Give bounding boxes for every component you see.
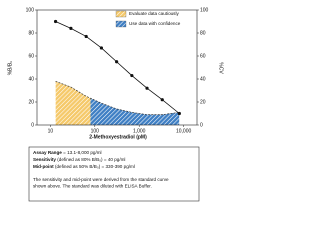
notes-box bbox=[28, 146, 200, 202]
note-label: Mid-point bbox=[33, 164, 54, 169]
x-tick-label: 10 bbox=[48, 128, 54, 134]
data-point bbox=[53, 19, 58, 24]
note-text: (defined as 80% B/B₀) = 40 pg/ml bbox=[57, 157, 125, 162]
data-point bbox=[160, 98, 164, 102]
note-line: Mid-point (defined as 50% B/B₀) = 330-39… bbox=[33, 164, 135, 169]
note-text: = 13.1-8,000 pg/ml bbox=[63, 150, 101, 155]
y2-axis-label: %CV bbox=[218, 62, 224, 74]
y-tick-label: 20 bbox=[28, 99, 34, 105]
note-paragraph: shown above. The standard was diluted wi… bbox=[33, 184, 152, 189]
y2-tick-label: 40 bbox=[200, 76, 206, 82]
x-tick-label: 100 bbox=[91, 128, 100, 134]
chart: 2-Methoxyestradiol (pM) %B/B₀ %CV Evalua… bbox=[7, 7, 224, 202]
y2-tick-label: 80 bbox=[200, 30, 206, 36]
y-tick-label: 100 bbox=[26, 7, 35, 13]
plot-frame bbox=[36, 9, 198, 126]
y2-tick-label: 100 bbox=[200, 7, 209, 13]
note-paragraph: The sensitivity and mid-point were deriv… bbox=[33, 177, 169, 182]
data-point bbox=[145, 86, 149, 90]
note-line: Assay Range = 13.1-8,000 pg/ml bbox=[33, 150, 102, 155]
y-tick-label: 60 bbox=[28, 53, 34, 59]
data-point bbox=[69, 26, 73, 30]
data-point bbox=[84, 34, 88, 39]
y2-tick-label: 0 bbox=[200, 122, 203, 128]
y2-tick-label: 60 bbox=[200, 53, 206, 59]
page: {"chart_data":{"type":"line", "x_label":… bbox=[7, 7, 224, 202]
y-tick-label: 0 bbox=[31, 122, 34, 128]
y-tick-label: 80 bbox=[28, 30, 34, 36]
data-point bbox=[99, 46, 104, 50]
note-label: Assay Range bbox=[33, 150, 62, 155]
legend-swatch bbox=[115, 20, 127, 28]
note-text: (defined as 50% B/B₀) = 330-390 pg/ml bbox=[55, 164, 135, 169]
y-axis-label: %B/B₀ bbox=[7, 61, 13, 76]
legend-label: Use data with confidence bbox=[129, 21, 181, 26]
x-tick-label: 1,000 bbox=[133, 128, 146, 134]
x-tick-label: 10,000 bbox=[176, 128, 192, 134]
y-tick-label: 40 bbox=[28, 76, 34, 82]
note-label: Sensitivity bbox=[33, 157, 56, 162]
x-axis-label: 2-Methoxyestradiol (pM) bbox=[89, 134, 147, 140]
region-area bbox=[55, 81, 91, 125]
data-point bbox=[130, 73, 134, 78]
legend-swatch bbox=[115, 10, 127, 18]
y2-tick-label: 20 bbox=[200, 99, 206, 105]
region-area bbox=[90, 98, 180, 125]
data-point bbox=[115, 60, 119, 64]
note-line: Sensitivity (defined as 80% B/B₀) = 40 p… bbox=[33, 157, 125, 162]
legend-label: Evaluate data cautiously bbox=[129, 11, 180, 16]
